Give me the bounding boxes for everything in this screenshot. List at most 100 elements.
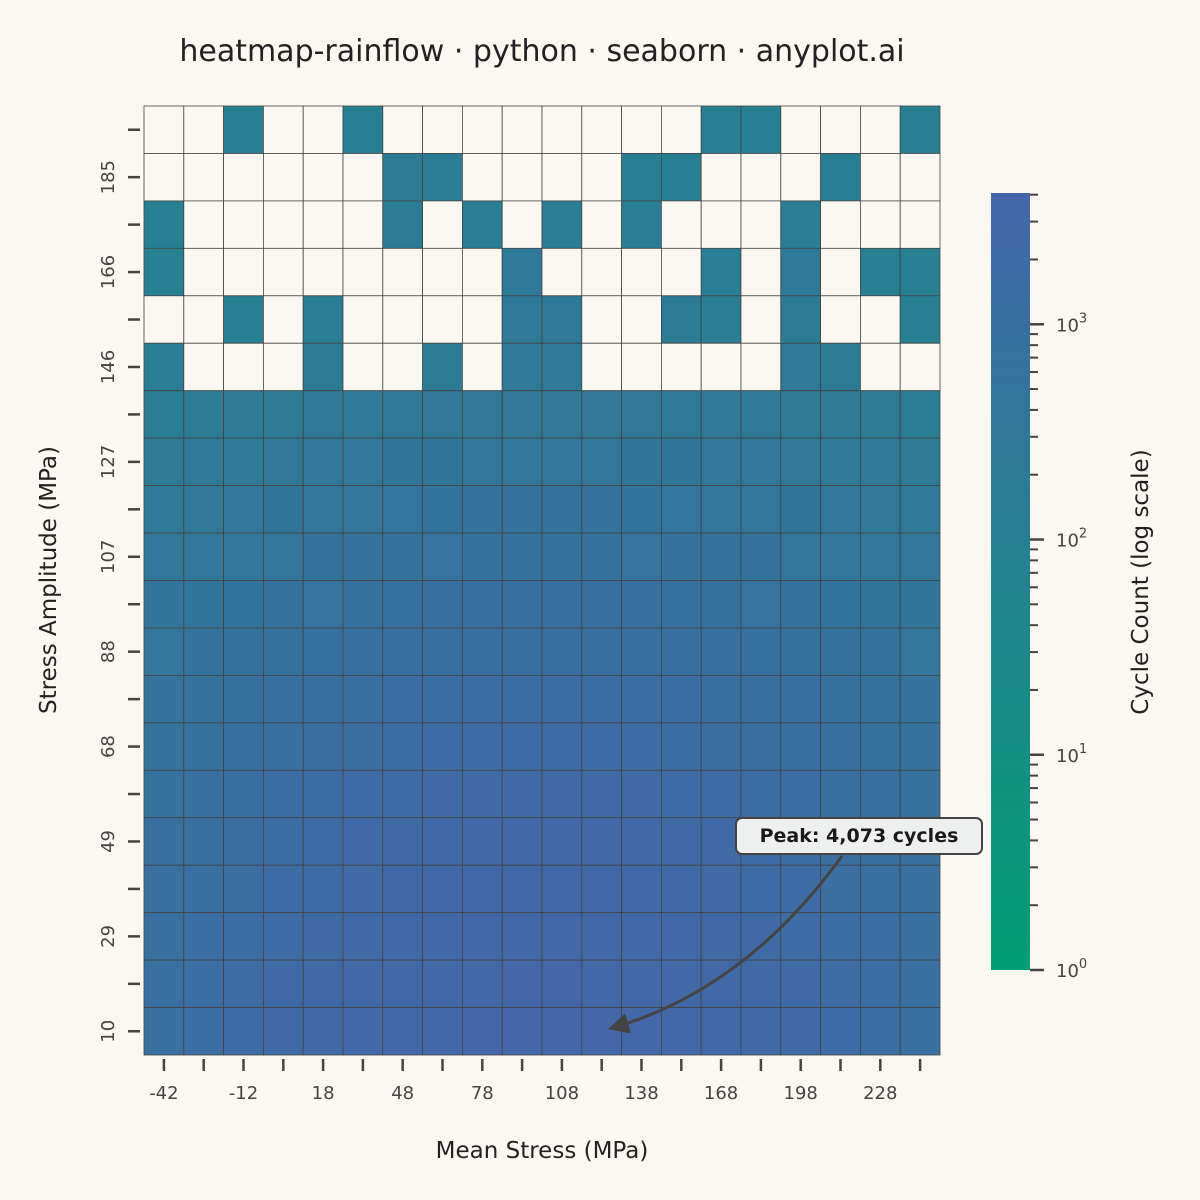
heatmap-cell — [700, 437, 742, 486]
heatmap-cell — [700, 390, 742, 439]
heatmap-cell — [223, 247, 264, 297]
heatmap-cell — [581, 627, 622, 676]
heatmap-cell — [143, 295, 185, 344]
heatmap-cell — [501, 200, 543, 249]
heatmap-cell — [541, 390, 583, 439]
heatmap-cell — [302, 342, 344, 392]
heatmap-cell — [183, 153, 225, 202]
heatmap-cell — [860, 580, 901, 629]
heatmap-cell — [860, 864, 901, 914]
heatmap-cell — [223, 485, 264, 534]
heatmap-cell — [700, 722, 742, 771]
heatmap-cell — [740, 200, 782, 249]
heatmap-cell — [183, 675, 225, 724]
heatmap-cell — [780, 247, 821, 297]
heatmap-cell — [262, 153, 304, 202]
heatmap-cell — [700, 532, 742, 581]
heatmap-cell — [342, 342, 384, 392]
heatmap-cell — [581, 864, 622, 914]
heatmap-cell — [302, 485, 344, 534]
heatmap-cell — [342, 580, 384, 629]
heatmap-cell — [820, 153, 861, 202]
heatmap-cell — [581, 817, 622, 866]
heatmap-cell — [581, 153, 622, 202]
heatmap-cell — [183, 580, 225, 629]
heatmap-cell — [143, 912, 185, 961]
heatmap-cell — [780, 153, 821, 202]
annotation-box — [735, 817, 983, 855]
heatmap-cell — [661, 153, 702, 202]
heatmap-cell — [661, 769, 702, 819]
heatmap-cell — [302, 722, 344, 771]
heatmap-cell — [661, 295, 702, 344]
heatmap-cell — [899, 532, 941, 581]
heatmap-cell — [740, 722, 782, 771]
x-tick-label: -12 — [229, 1083, 258, 1104]
heatmap-cell — [740, 580, 782, 629]
heatmap-cell — [700, 769, 742, 819]
heatmap-cell — [422, 864, 463, 914]
x-tick-label: 78 — [471, 1083, 494, 1104]
heatmap-cell — [262, 485, 304, 534]
heatmap-cell — [302, 627, 344, 676]
heatmap-cell — [700, 200, 742, 249]
heatmap-cell — [740, 864, 782, 914]
heatmap-cell — [262, 295, 304, 344]
heatmap-cell — [581, 295, 622, 344]
heatmap-cell — [501, 247, 543, 297]
heatmap-cell — [262, 200, 304, 249]
heatmap-cell — [541, 437, 583, 486]
heatmap-cell — [183, 247, 225, 297]
y-tick-label: 107 — [98, 540, 119, 574]
heatmap-cell — [740, 295, 782, 344]
heatmap-cell — [422, 627, 463, 676]
heatmap-cell — [780, 627, 821, 676]
heatmap-cell — [183, 722, 225, 771]
heatmap-cell — [860, 295, 901, 344]
heatmap-cell — [700, 580, 742, 629]
heatmap-cell — [461, 485, 503, 534]
heatmap-cell — [262, 769, 304, 819]
heatmap-cell — [382, 722, 423, 771]
heatmap-cell — [860, 342, 901, 392]
colorbar: 100 101 102 103 Cycle Count (log scale) — [991, 193, 1154, 982]
heatmap-cell — [820, 295, 861, 344]
heatmap-cell — [223, 437, 264, 486]
heatmap-cell — [342, 437, 384, 486]
heatmap-cell — [581, 722, 622, 771]
heatmap-cell — [422, 153, 463, 202]
heatmap-cell — [223, 532, 264, 581]
heatmap-cell — [661, 675, 702, 724]
heatmap-cell — [541, 817, 583, 866]
heatmap-cell — [820, 769, 861, 819]
heatmap-cell — [262, 912, 304, 961]
heatmap-cell — [899, 1007, 941, 1056]
heatmap-cell — [382, 153, 423, 202]
heatmap-cell — [382, 769, 423, 819]
heatmap-cell — [461, 1007, 503, 1056]
heatmap-cell — [740, 390, 782, 439]
heatmap-cell — [422, 912, 463, 961]
heatmap-cell — [780, 437, 821, 486]
heatmap-cell — [262, 864, 304, 914]
heatmap-cell — [342, 817, 384, 866]
heatmap-cell — [223, 105, 264, 154]
heatmap-cell — [262, 817, 304, 866]
heatmap-cell — [262, 342, 304, 392]
heatmap-cell — [700, 105, 742, 154]
heatmap-cell — [581, 105, 622, 154]
heatmap-cell — [700, 153, 742, 202]
heatmap-cell — [302, 532, 344, 581]
heatmap-cell — [422, 200, 463, 249]
heatmap-cell — [899, 390, 941, 439]
x-axis: -42 -12 18 48 78 108 138 168 198 228 — [149, 1059, 922, 1104]
heatmap-cell — [461, 769, 503, 819]
x-axis-label: Mean Stress (MPa) — [436, 1138, 649, 1164]
heatmap-cell — [740, 247, 782, 297]
heatmap-cell — [461, 627, 503, 676]
heatmap-cell — [382, 912, 423, 961]
heatmap-cell — [382, 580, 423, 629]
heatmap-cell — [422, 722, 463, 771]
heatmap-cell — [382, 390, 423, 439]
colorbar-tick-label: 100 — [1056, 957, 1087, 982]
